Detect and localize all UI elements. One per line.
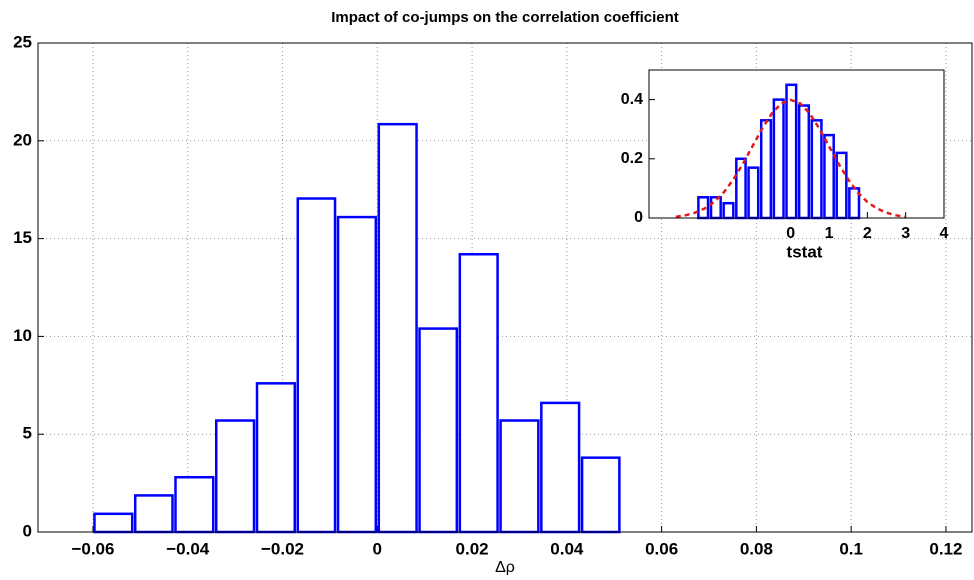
y-tick-label: 0.4 [621, 91, 643, 108]
bar [797, 104, 811, 220]
y-tick-label: 5 [23, 424, 32, 443]
axes-frame [648, 69, 945, 219]
x-tick-label: 0.02 [456, 539, 489, 558]
bar [418, 327, 459, 534]
bar [540, 401, 581, 534]
y-tick-label: 25 [13, 32, 32, 51]
bar [810, 119, 823, 220]
x-tick-label: 0.12 [929, 539, 962, 558]
bar [772, 98, 785, 220]
bar [377, 122, 418, 534]
x-tick-label: 0.06 [645, 539, 678, 558]
y-tick-label: 0 [23, 521, 32, 540]
bar [722, 201, 735, 220]
density-curve [675, 98, 906, 219]
bar [759, 119, 773, 220]
bar [174, 475, 215, 534]
x-tick-label: 0.04 [550, 539, 584, 558]
y-tick-label: 10 [13, 326, 32, 345]
bar [747, 166, 760, 220]
y-tick-label: 20 [13, 130, 32, 149]
x-axis-label: tstat [787, 242, 823, 261]
x-tick-label: −0.06 [71, 539, 114, 558]
bar [697, 196, 710, 220]
y-tick-label: 0.2 [621, 150, 643, 167]
x-tick-label: 0.08 [740, 539, 773, 558]
x-tick-label: 0.1 [839, 539, 863, 558]
bar [458, 252, 499, 534]
x-tick-label: 0 [373, 539, 382, 558]
bar [215, 419, 256, 534]
bar [93, 512, 134, 534]
chart-title: Impact of co-jumps on the correlation co… [331, 9, 679, 26]
bar [296, 197, 337, 534]
axes-frame [37, 42, 973, 533]
x-tick-label: 3 [901, 225, 910, 242]
y-tick-label: 0 [634, 209, 643, 226]
y-tick-label: 15 [13, 228, 32, 247]
bar [336, 215, 378, 534]
x-axis-label: Δρ [495, 559, 515, 575]
x-tick-label: 2 [863, 225, 872, 242]
x-tick-label: 1 [825, 225, 834, 242]
x-tick-label: 4 [940, 225, 949, 242]
bar [785, 83, 798, 220]
bar [580, 456, 621, 534]
x-tick-label: 0 [786, 225, 795, 242]
bar [709, 196, 722, 220]
bar [255, 382, 297, 534]
bar [499, 419, 540, 534]
bar [133, 494, 174, 534]
x-tick-label: −0.02 [261, 539, 304, 558]
x-tick-label: −0.04 [166, 539, 210, 558]
